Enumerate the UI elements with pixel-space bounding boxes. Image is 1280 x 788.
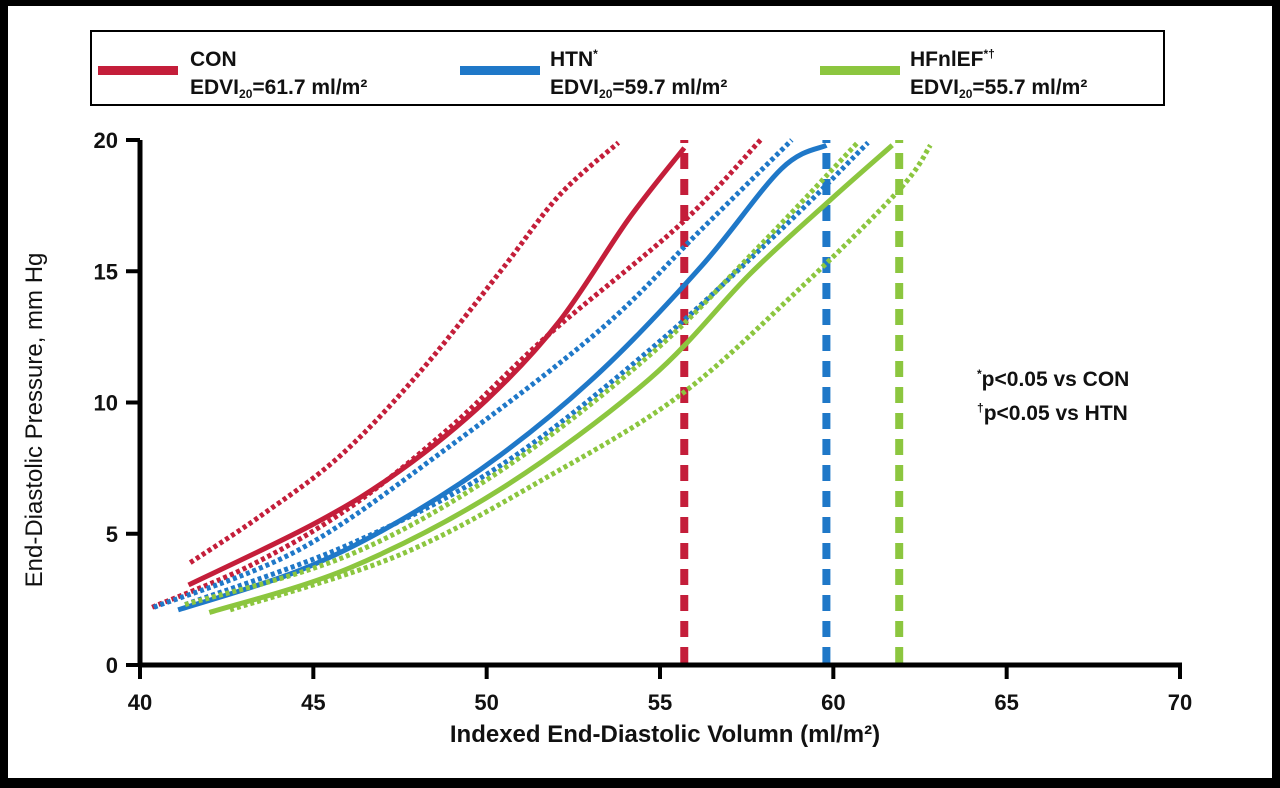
legend-value: =59.7 ml/m² <box>612 76 728 99</box>
annotation-line-1: *p<0.05 vs CON <box>977 360 1129 394</box>
annotation-line-2: †p<0.05 vs HTN <box>977 394 1129 428</box>
y-tick-label: 0 <box>106 653 118 678</box>
annotation-marker: † <box>977 401 984 415</box>
legend-label-con: CON EDVI20=61.7 ml/m² <box>190 40 367 108</box>
series-line-con-upper-ci <box>188 140 621 565</box>
y-tick-label: 10 <box>94 391 118 416</box>
series-line-con <box>187 146 687 588</box>
legend-name: HTN <box>550 48 594 71</box>
x-tick-label: 40 <box>128 690 152 715</box>
x-tick-label: 70 <box>1168 690 1192 715</box>
legend-label-hfnlef: HFnlEF*† EDVI20=55.7 ml/m² <box>910 40 1087 108</box>
legend-label-htn: HTN* EDVI20=59.7 ml/m² <box>550 40 727 108</box>
series-line-htn-upper-ci <box>152 138 794 610</box>
y-tick-label: 5 <box>106 522 118 547</box>
legend: CON EDVI20=61.7 ml/m² HTN* EDVI20=59.7 m… <box>90 30 1165 106</box>
x-tick-label: 65 <box>994 690 1018 715</box>
y-tick-label: 15 <box>94 259 118 284</box>
legend-swatch-con <box>98 66 178 75</box>
y-tick-label: 20 <box>94 128 118 153</box>
legend-value-sub: 20 <box>959 87 973 101</box>
series-lines <box>151 138 933 615</box>
x-tick-label: 60 <box>821 690 845 715</box>
legend-value-sub: 20 <box>239 87 253 101</box>
annotation-text: p<0.05 vs HTN <box>983 402 1128 425</box>
legend-swatch-htn <box>460 66 540 75</box>
legend-value-prefix: EDVI <box>910 76 960 99</box>
legend-superscript: *† <box>983 47 995 61</box>
legend-value-prefix: EDVI <box>550 76 600 99</box>
reference-lines <box>680 140 904 663</box>
series-line-hfnlef-lower-ci <box>229 143 933 613</box>
legend-value: =55.7 ml/m² <box>972 76 1088 99</box>
legend-value-sub: 20 <box>599 87 613 101</box>
annotation-text: p<0.05 vs CON <box>981 368 1130 391</box>
chart-frame <box>8 6 1272 778</box>
legend-value-prefix: EDVI <box>190 76 240 99</box>
x-tick-label: 45 <box>301 690 325 715</box>
x-axis-label: Indexed End-Diastolic Volumn (ml/m²) <box>450 721 880 748</box>
series-line-htn <box>177 142 828 613</box>
legend-superscript: * <box>593 47 598 61</box>
legend-value: =61.7 ml/m² <box>252 76 368 99</box>
axes: 0 5 10 15 20 40 45 50 55 60 65 70 <box>94 128 1193 715</box>
series-line-hfnlef-upper-ci <box>184 140 860 608</box>
significance-annotation: *p<0.05 vs CON †p<0.05 vs HTN <box>977 360 1129 428</box>
x-tick-label: 50 <box>474 690 498 715</box>
series-line-con-lower-ci <box>151 138 763 610</box>
legend-name: HFnlEF <box>910 48 984 71</box>
series-line-hfnlef <box>208 143 894 615</box>
annotation-marker: * <box>977 367 982 381</box>
x-tick-label: 55 <box>648 690 672 715</box>
legend-name: CON <box>190 48 237 71</box>
y-axis-label: End-Diastolic Pressure, mm Hg <box>21 253 48 588</box>
series-line-htn-lower-ci <box>184 140 870 607</box>
legend-swatch-hfnlef <box>820 66 900 75</box>
